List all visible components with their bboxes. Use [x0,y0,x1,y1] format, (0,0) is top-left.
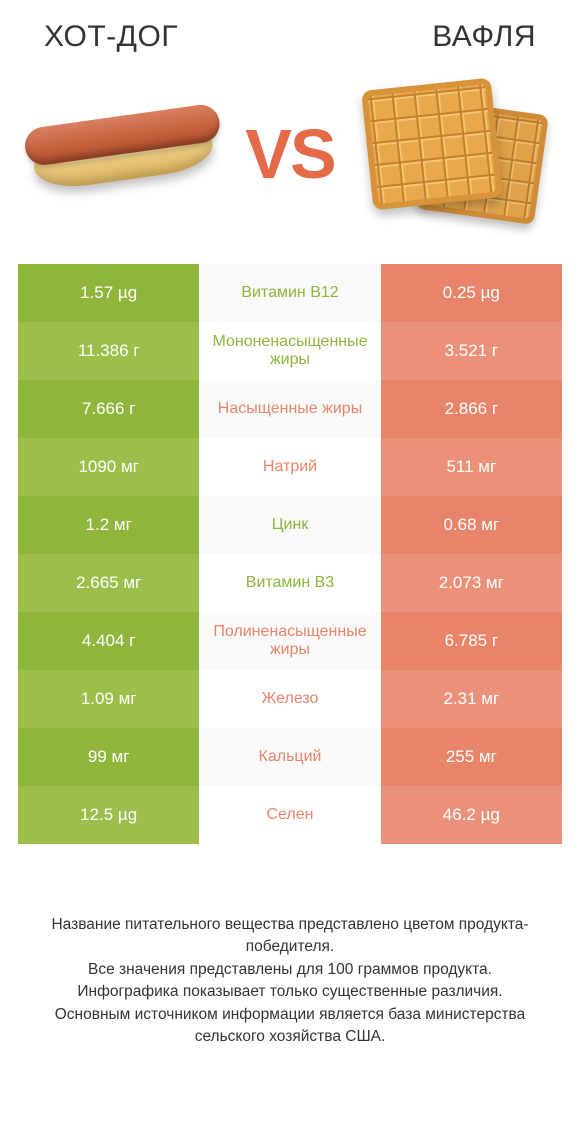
table-row: 4.404 гПолиненасыщенные жиры6.785 г [18,612,562,670]
value-left: 1.2 мг [18,496,199,554]
value-left: 7.666 г [18,380,199,438]
footer-line: Инфографика показывает только существенн… [28,981,552,1003]
nutrient-label: Кальций [199,728,380,786]
value-right: 0.68 мг [381,496,562,554]
value-left: 4.404 г [18,612,199,670]
value-right: 6.785 г [381,612,562,670]
table-row: 1.2 мгЦинк0.68 мг [18,496,562,554]
value-left: 2.665 мг [18,554,199,612]
value-left: 99 мг [18,728,199,786]
waffle-image [362,84,552,224]
nutrient-label: Цинк [199,496,380,554]
value-left: 12.5 µg [18,786,199,844]
value-right: 3.521 г [381,322,562,380]
value-right: 2.073 мг [381,554,562,612]
nutrient-label: Железо [199,670,380,728]
value-right: 511 мг [381,438,562,496]
value-left: 1.09 мг [18,670,199,728]
title-right: ВАФЛЯ [432,20,536,54]
footer-line: Название питательного вещества представл… [28,914,552,959]
nutrient-label: Насыщенные жиры [199,380,380,438]
title-row: ХОТ-ДОГ ВАФЛЯ [18,20,562,54]
table-row: 12.5 µgСелен46.2 µg [18,786,562,844]
table-row: 7.666 гНасыщенные жиры2.866 г [18,380,562,438]
nutrient-label: Селен [199,786,380,844]
table-row: 11.386 гМононенасыщенные жиры3.521 г [18,322,562,380]
nutrient-label: Полиненасыщенные жиры [199,612,380,670]
hero: VS [18,84,562,224]
table-row: 2.665 мгВитамин B32.073 мг [18,554,562,612]
value-left: 1.57 µg [18,264,199,322]
table-row: 99 мгКальций255 мг [18,728,562,786]
footer-notes: Название питательного вещества представл… [18,914,562,1049]
footer-line: Основным источником информации является … [28,1004,552,1049]
nutrient-label: Витамин B3 [199,554,380,612]
infographic: ХОТ-ДОГ ВАФЛЯ VS 1.57 µgВитамин B120.25 … [0,0,580,1144]
value-left: 11.386 г [18,322,199,380]
nutrient-label: Мононенасыщенные жиры [199,322,380,380]
nutrient-label: Натрий [199,438,380,496]
value-right: 0.25 µg [381,264,562,322]
nutrient-label: Витамин B12 [199,264,380,322]
value-right: 2.31 мг [381,670,562,728]
vs-label: VS [245,114,334,194]
table-row: 1.57 µgВитамин B120.25 µg [18,264,562,322]
table-row: 1090 мгНатрий511 мг [18,438,562,496]
nutrient-table: 1.57 µgВитамин B120.25 µg11.386 гМононен… [18,264,562,844]
value-right: 46.2 µg [381,786,562,844]
hotdog-image [28,84,218,224]
value-right: 2.866 г [381,380,562,438]
value-left: 1090 мг [18,438,199,496]
value-right: 255 мг [381,728,562,786]
footer-line: Все значения представлены для 100 граммо… [28,959,552,981]
title-left: ХОТ-ДОГ [44,20,178,54]
table-row: 1.09 мгЖелезо2.31 мг [18,670,562,728]
